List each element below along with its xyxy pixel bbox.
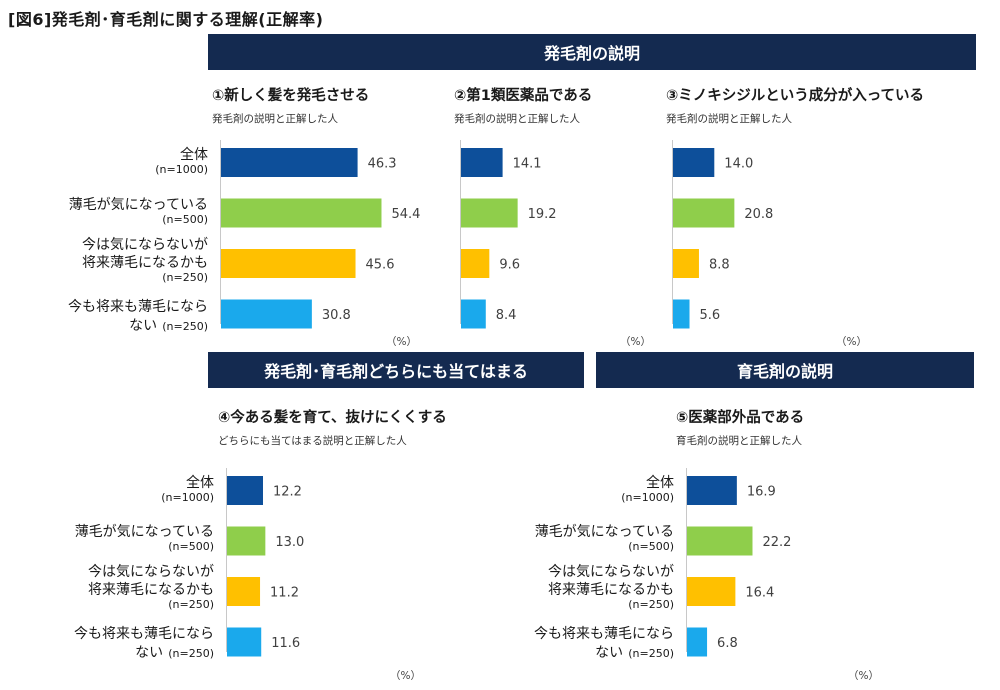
data-label: 30.8 bbox=[322, 308, 351, 323]
data-label: 46.3 bbox=[368, 157, 397, 172]
bar bbox=[227, 476, 263, 505]
unit-label: （%） bbox=[620, 336, 651, 348]
data-label: 6.8 bbox=[717, 636, 738, 651]
data-label: 8.4 bbox=[496, 308, 517, 323]
bar bbox=[227, 577, 261, 606]
data-label: 8.8 bbox=[709, 258, 730, 273]
chart-panel-1: 46.3 54.4 45.6 30.8 bbox=[220, 140, 420, 329]
unit-label: （%） bbox=[848, 670, 879, 682]
chart-panel-5: 16.9 22.2 16.4 6.8 bbox=[686, 468, 791, 657]
panel-1-subtitle: 発毛剤の説明と正解した人 bbox=[212, 113, 338, 125]
bar bbox=[221, 148, 358, 177]
category-label-total: 全体 (n=1000) bbox=[155, 147, 208, 176]
category-label-future: 今は気にならないが 将来薄毛になるかも (n=250) bbox=[548, 564, 674, 611]
panel-5-title: ⑤医薬部外品である bbox=[676, 410, 805, 426]
bar bbox=[673, 148, 715, 177]
bar bbox=[673, 299, 690, 329]
category-label-never: 今も将来も薄毛になら ない (n=250) bbox=[74, 626, 214, 661]
category-label-concerned: 薄毛が気になっている (n=500) bbox=[74, 524, 214, 553]
bar bbox=[461, 148, 503, 177]
figure-title: [図6]発毛剤･育毛剤に関する理解(正解率) bbox=[8, 10, 324, 29]
category-label-total: 全体 (n=1000) bbox=[621, 475, 674, 504]
data-label: 5.6 bbox=[700, 308, 721, 323]
data-label: 11.2 bbox=[270, 586, 299, 601]
panel-2-subtitle: 発毛剤の説明と正解した人 bbox=[454, 113, 580, 125]
data-label: 13.0 bbox=[275, 535, 304, 550]
category-label-total: 全体 (n=1000) bbox=[161, 475, 214, 504]
panel-1-title: ①新しく髪を発毛させる bbox=[212, 88, 370, 104]
panel-4-title: ④今ある髪を育て、抜けにくくする bbox=[218, 410, 447, 426]
category-label-concerned: 薄毛が気になっている (n=500) bbox=[68, 197, 208, 226]
data-label: 20.8 bbox=[744, 207, 773, 222]
bar bbox=[687, 476, 737, 505]
bar bbox=[461, 249, 490, 278]
category-label-future: 今は気にならないが 将来薄毛になるかも (n=250) bbox=[88, 564, 214, 611]
bar bbox=[687, 627, 708, 657]
bar bbox=[227, 627, 262, 657]
data-label: 16.9 bbox=[747, 485, 776, 500]
category-label-never: 今も将来も薄毛になら ない (n=250) bbox=[534, 626, 674, 661]
category-label-concerned: 薄毛が気になっている (n=500) bbox=[534, 524, 674, 553]
banner-ikumo: 育毛剤の説明 bbox=[596, 352, 974, 388]
data-label: 9.6 bbox=[499, 258, 520, 273]
data-label: 54.4 bbox=[391, 207, 420, 222]
unit-label: （%） bbox=[836, 336, 867, 348]
bar bbox=[673, 198, 735, 228]
bar bbox=[673, 249, 699, 278]
panel-4-subtitle: どちらにも当てはまる説明と正解した人 bbox=[218, 435, 407, 447]
chart-panel-4: 12.2 13.0 11.2 11.6 bbox=[226, 468, 304, 657]
panel-3-subtitle: 発毛剤の説明と正解した人 bbox=[666, 113, 792, 125]
bar bbox=[461, 299, 486, 329]
category-label-never: 今も将来も薄毛になら ない (n=250) bbox=[68, 299, 208, 334]
bar bbox=[221, 299, 312, 329]
bar bbox=[227, 526, 266, 556]
data-label: 16.4 bbox=[745, 586, 774, 601]
banner-both: 発毛剤･育毛剤どちらにも当てはまる bbox=[208, 352, 584, 388]
bar bbox=[461, 198, 518, 228]
data-label: 45.6 bbox=[366, 258, 395, 273]
bar bbox=[687, 577, 736, 606]
panel-5-subtitle: 育毛剤の説明と正解した人 bbox=[676, 435, 802, 447]
panel-2-title: ②第1類医薬品である bbox=[454, 88, 593, 104]
bar bbox=[221, 198, 382, 228]
data-label: 14.0 bbox=[724, 157, 753, 172]
bar bbox=[687, 526, 753, 556]
data-label: 11.6 bbox=[271, 636, 300, 651]
bar bbox=[221, 249, 356, 278]
banner-hatsumo: 発毛剤の説明 bbox=[208, 34, 976, 70]
data-label: 12.2 bbox=[273, 485, 302, 500]
category-label-future: 今は気にならないが 将来薄毛になるかも (n=250) bbox=[82, 237, 208, 284]
chart-panel-2: 14.1 19.2 9.6 8.4 bbox=[460, 140, 557, 329]
chart-panel-3: 14.0 20.8 8.8 5.6 bbox=[672, 140, 773, 329]
data-label: 14.1 bbox=[513, 157, 542, 172]
data-label: 22.2 bbox=[762, 535, 791, 550]
unit-label: （%） bbox=[386, 336, 417, 348]
panel-3-title: ③ミノキシジルという成分が入っている bbox=[666, 88, 925, 104]
unit-label: （%） bbox=[390, 670, 421, 682]
data-label: 19.2 bbox=[528, 207, 557, 222]
